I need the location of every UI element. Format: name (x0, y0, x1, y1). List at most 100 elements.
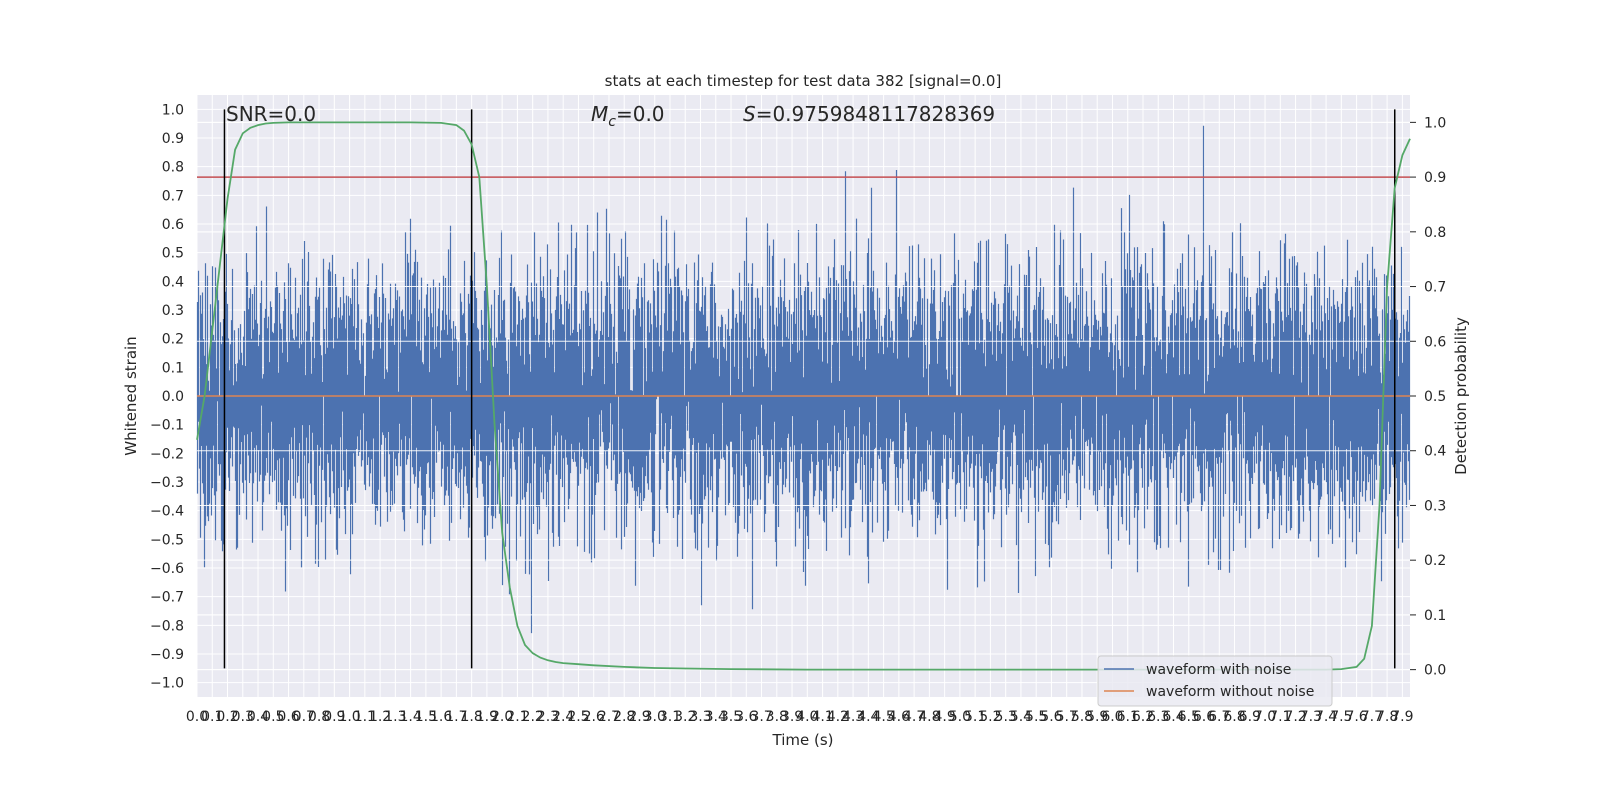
x-tick-label: 1.1 (354, 709, 376, 725)
x-tick-label: 1.2 (369, 709, 391, 725)
y-tick-label-right: 1.0 (1424, 115, 1446, 131)
x-tick-label: 4.7 (903, 709, 925, 725)
mc-value: =0.0 (616, 102, 665, 126)
x-tick-label: 7.6 (1345, 709, 1367, 725)
x-tick-label: 7.4 (1315, 709, 1337, 725)
x-tick-label: 5.5 (1025, 709, 1047, 725)
x-tick-label: 4.8 (918, 709, 940, 725)
y-tick-label-right: 0.6 (1424, 334, 1446, 350)
x-axis-label: Time (s) (772, 731, 834, 749)
s-value: =0.9759848117828369 (756, 102, 995, 126)
x-tick-label: 2.1 (506, 709, 528, 725)
x-tick-label: 3.8 (766, 709, 788, 725)
x-tick-label: 1.3 (384, 709, 406, 725)
y-tick-label-left: 0.0 (162, 389, 184, 405)
y-tick-label-left: −0.6 (150, 561, 184, 577)
y-tick-label-left: −0.5 (150, 532, 184, 548)
x-tick-label: 6.0 (1101, 709, 1123, 725)
x-tick-label: 5.8 (1071, 709, 1093, 725)
x-tick-label: 0.1 (201, 709, 223, 725)
x-tick-label: 4.5 (872, 709, 894, 725)
x-tick-label: 1.7 (445, 709, 467, 725)
legend-box (1097, 655, 1333, 707)
x-tick-label: 6.1 (1117, 709, 1139, 725)
y-tick-label-left: 0.2 (162, 332, 184, 348)
x-tick-label: 2.7 (598, 709, 620, 725)
x-tick-label: 3.9 (781, 709, 803, 725)
x-tick-label: 5.6 (1040, 709, 1062, 725)
y-tick-label-left: −1.0 (150, 676, 184, 692)
x-tick-label: 5.3 (995, 709, 1017, 725)
chirp-mass-annotation: Mc=0.0 (591, 102, 665, 130)
x-tick-label: 3.3 (689, 709, 711, 725)
y-tick-label-right: 0.1 (1424, 608, 1446, 624)
y-tick-label-right: 0.2 (1424, 553, 1446, 569)
x-tick-label: 6.2 (1132, 709, 1154, 725)
y-tick-label-left: 0.1 (162, 360, 184, 376)
x-tick-label: 5.9 (1086, 709, 1108, 725)
x-tick-label: 7.0 (1254, 709, 1276, 725)
x-tick-label: 7.3 (1300, 709, 1322, 725)
x-tick-label: 3.5 (720, 709, 742, 725)
y-tick-label-left: −0.8 (150, 618, 184, 634)
y-tick-label-right: 0.9 (1424, 170, 1446, 186)
x-tick-label: 1.8 (461, 709, 483, 725)
x-tick-label: 7.7 (1361, 709, 1383, 725)
score-annotation: S=0.9759848117828369 (743, 102, 995, 126)
x-tick-label: 4.6 (888, 709, 910, 725)
x-tick-label: 6.7 (1208, 709, 1230, 725)
x-tick-label: 6.3 (1147, 709, 1169, 725)
y-tick-label-left: −0.9 (150, 647, 184, 663)
x-tick-label: 4.1 (811, 709, 833, 725)
y-axis-label-right: Detection probability (1452, 317, 1470, 475)
x-tick-label: 2.4 (552, 709, 574, 725)
x-tick-label: 3.1 (659, 709, 681, 725)
y-tick-label-right: 0.0 (1424, 663, 1446, 679)
mc-symbol: M (591, 102, 608, 126)
x-tick-label: 4.9 (934, 709, 956, 725)
x-tick-label: 5.4 (1010, 709, 1032, 725)
noisy-waveform-path (196, 125, 1411, 634)
y-tick-label-left: 1.0 (162, 102, 184, 118)
x-tick-label: 1.0 (338, 709, 360, 725)
x-tick-label: 5.0 (949, 709, 971, 725)
y-tick-label-right: 0.5 (1424, 389, 1446, 405)
snr-annotation: SNR=0.0 (226, 102, 316, 126)
y-tick-label-left: 0.8 (162, 160, 184, 176)
y-tick-label-left: −0.7 (150, 590, 184, 606)
x-tick-label: 0.7 (293, 709, 315, 725)
x-tick-label: 5.7 (1056, 709, 1078, 725)
y-tick-label-left: 0.3 (162, 303, 184, 319)
legend-label-clean: waveform without noise (1146, 684, 1314, 700)
x-tick-label: 5.1 (964, 709, 986, 725)
x-tick-label: 6.4 (1162, 709, 1184, 725)
x-tick-label: 1.9 (476, 709, 498, 725)
legend-label-noisy: waveform with noise (1146, 662, 1291, 678)
legend: waveform with noise waveform without noi… (1097, 655, 1333, 707)
x-tick-label: 0.5 (262, 709, 284, 725)
x-tick-label: 7.1 (1269, 709, 1291, 725)
x-tick-label: 7.2 (1284, 709, 1306, 725)
chart-title: stats at each timestep for test data 382… (605, 72, 1002, 90)
x-tick-label: 2.3 (537, 709, 559, 725)
x-tick-label: 4.2 (827, 709, 849, 725)
y-tick-label-left: 0.6 (162, 217, 184, 233)
y-tick-label-right: 0.7 (1424, 280, 1446, 296)
x-tick-label: 3.4 (705, 709, 727, 725)
x-tick-label: 4.0 (796, 709, 818, 725)
y-tick-label-left: −0.1 (150, 418, 184, 434)
x-tick-label: 6.9 (1239, 709, 1261, 725)
s-symbol: S (743, 102, 756, 126)
x-tick-label: 1.5 (415, 709, 437, 725)
x-tick-label: 0.3 (232, 709, 254, 725)
noisy-waveform (196, 125, 1411, 634)
x-tick-label: 1.4 (399, 709, 421, 725)
y-tick-label-right: 0.4 (1424, 444, 1446, 460)
y-tick-label-left: 0.4 (162, 274, 184, 290)
x-tick-label: 6.5 (1178, 709, 1200, 725)
x-tick-label: 0.6 (277, 709, 299, 725)
y-tick-label-right: 0.3 (1424, 498, 1446, 514)
y-tick-label-right: 0.8 (1424, 225, 1446, 241)
x-tick-label: 2.8 (613, 709, 635, 725)
